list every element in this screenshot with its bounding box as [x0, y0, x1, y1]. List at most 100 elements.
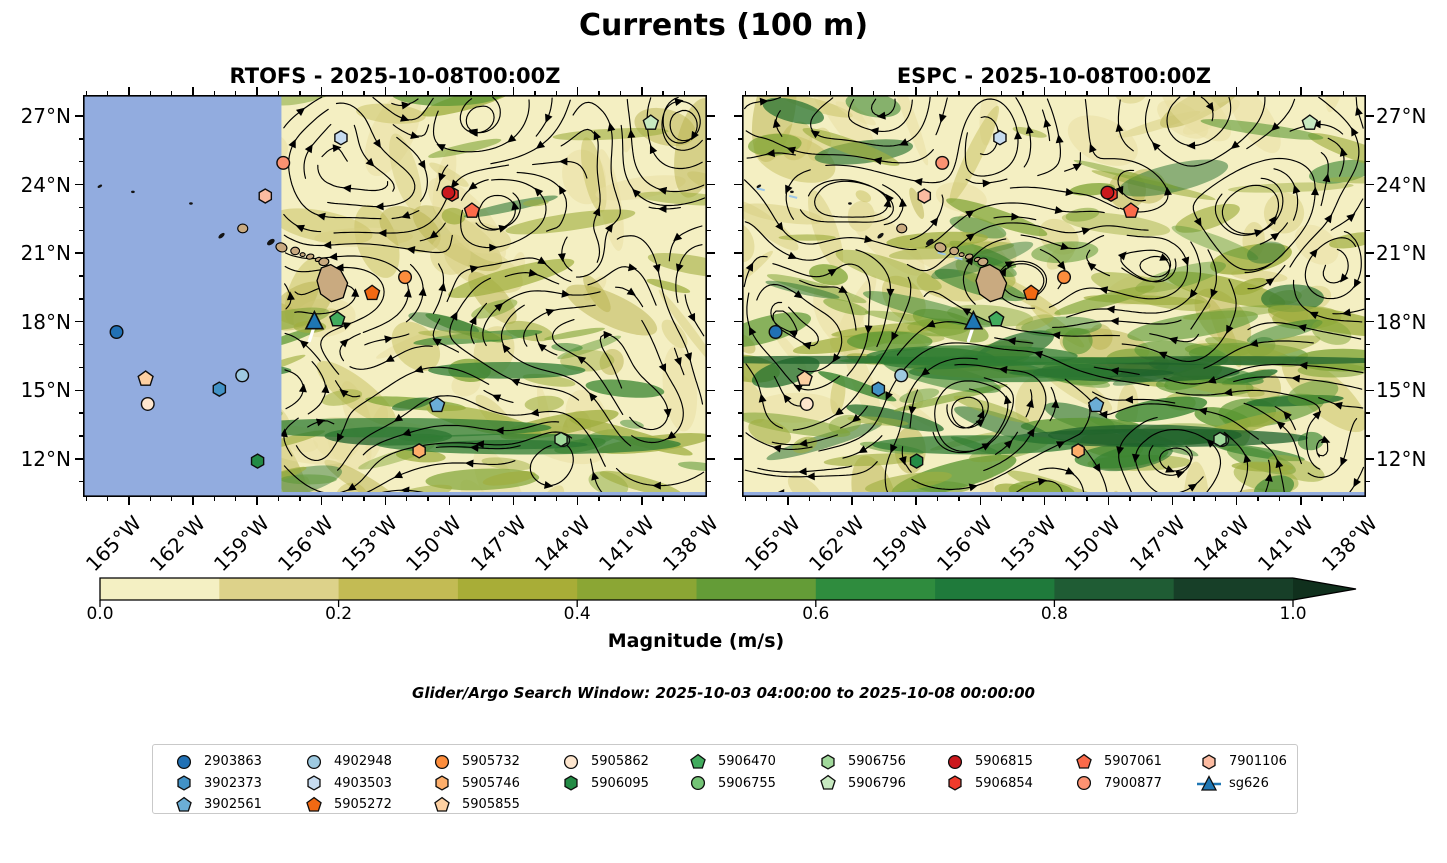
streamline [572, 101, 621, 278]
legend-entry-label: 5906815 [975, 754, 1033, 769]
glider-track [966, 327, 975, 343]
platform-marker-5906756 [554, 431, 568, 448]
axis-tick [277, 91, 280, 95]
streamline-arrowhead [438, 282, 447, 292]
axis-tick [1193, 91, 1195, 95]
streamline-arrowhead [469, 128, 478, 137]
axis-tick [598, 91, 600, 95]
streamline-arrowhead [675, 263, 684, 273]
colorbar-tick-label: 0.6 [802, 604, 830, 624]
streamline-arrowhead [469, 265, 479, 273]
lat-tick-label: 15°N [20, 378, 71, 403]
axis-tick [851, 497, 853, 505]
streamline-arrowhead [603, 330, 613, 339]
legend-entry-2903863: 2903863 [171, 751, 262, 771]
axis-tick [491, 91, 493, 95]
streamline-arrowhead [872, 157, 882, 165]
streamline-arrowhead [316, 212, 326, 221]
island [934, 242, 947, 253]
streamline-arrowhead [1351, 127, 1359, 137]
streamline-arrowhead [342, 184, 352, 193]
streamline-arrowhead [1124, 395, 1134, 404]
axis-tick [427, 497, 429, 501]
legend-marker-circle-icon [690, 775, 706, 791]
platform-marker-5905732 [398, 270, 413, 285]
streamline-arrowhead [495, 426, 504, 435]
streamline-arrowhead [1353, 478, 1361, 488]
streamline-arrowhead [544, 480, 554, 489]
axis-tick [738, 366, 742, 369]
axis-tick [470, 91, 472, 95]
axis-tick [707, 206, 711, 209]
axis-tick [75, 252, 83, 254]
streamline-arrowhead [1339, 147, 1348, 157]
legend-marker-circle-icon [563, 754, 579, 769]
streamline-arrowhead [558, 185, 567, 195]
axis-tick [829, 497, 832, 501]
axis-tick [1366, 321, 1374, 323]
streamline-arrowhead [920, 367, 931, 376]
legend-entry-5906796: 5906796 [815, 773, 906, 793]
axis-tick [79, 138, 83, 140]
streamline-arrowhead [494, 302, 504, 312]
streamline-arrowhead [591, 471, 600, 481]
streamline [626, 98, 705, 193]
streamline [333, 164, 510, 234]
platform-marker-3902561 [1087, 396, 1105, 413]
streamline-arrowhead [1164, 186, 1172, 196]
axis-tick [738, 138, 742, 140]
legend-entry-5906815: 5906815 [942, 751, 1033, 771]
axis-tick [384, 87, 387, 95]
platform-marker-2903863 [109, 324, 124, 339]
axis-tick [707, 366, 711, 369]
streamline-arrowhead [588, 392, 598, 402]
streamline-arrowhead [1014, 130, 1023, 140]
axis-tick [1366, 389, 1374, 391]
axis-tick [1257, 91, 1259, 95]
streamline-arrowhead [674, 356, 682, 367]
platform-marker-5905855 [137, 370, 154, 386]
streamline [446, 257, 572, 303]
streamline-arrowhead [429, 230, 439, 239]
platform-marker-5905862 [140, 396, 155, 411]
island [977, 257, 989, 267]
map-panel-rtofs [83, 95, 707, 497]
streamline-arrowhead [981, 443, 991, 451]
streamline-arrowhead [810, 130, 820, 139]
axis-tick [738, 275, 742, 277]
platform-marker-3902373 [212, 381, 227, 397]
streamline-arrowhead [851, 413, 861, 423]
streamline-arrowhead [783, 393, 792, 404]
streamline-arrowhead [793, 290, 804, 299]
streamline-arrowhead [1283, 410, 1292, 420]
axis-tick [577, 497, 579, 505]
streamline-arrowhead [1223, 388, 1233, 397]
streamline-arrowhead [328, 252, 338, 261]
streamline-arrowhead [869, 127, 879, 136]
legend-marker-hexagon-icon [177, 775, 191, 791]
streamline-arrowhead [450, 179, 460, 189]
legend-entry-label: 5905272 [334, 797, 392, 812]
streamline [362, 421, 560, 456]
streamline-arrowhead [663, 408, 672, 418]
streamline-arrowhead [802, 341, 812, 350]
streamline-arrowhead [998, 365, 1008, 374]
island [299, 252, 306, 258]
streamline-arrowhead [347, 482, 357, 491]
axis-tick [979, 497, 981, 505]
axis-tick [765, 497, 768, 501]
axis-tick [427, 91, 429, 95]
streamline-arrowhead [464, 459, 474, 468]
streamline-arrowhead [898, 456, 907, 466]
streamline [1175, 389, 1321, 470]
streamline-arrowhead [998, 267, 1007, 277]
axis-tick [170, 497, 173, 501]
streamline [825, 98, 1019, 184]
streamline-arrowhead [626, 287, 636, 296]
streamline-arrowhead [417, 159, 426, 170]
streamline [756, 283, 843, 373]
streamline [459, 96, 501, 134]
axis-tick [1107, 87, 1110, 95]
streamline-arrowhead [502, 343, 511, 354]
